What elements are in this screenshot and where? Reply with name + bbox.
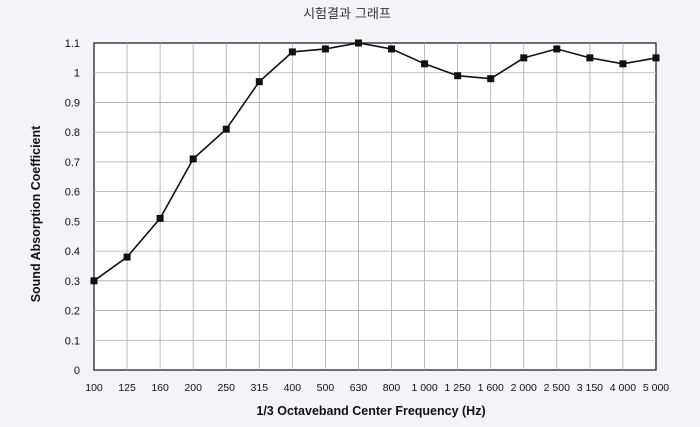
data-point <box>90 277 98 285</box>
y-tick-label: 0.6 <box>65 187 80 199</box>
data-point <box>421 60 429 68</box>
data-point <box>222 125 230 133</box>
y-tick-label: 0.5 <box>65 216 80 228</box>
x-tick-label: 200 <box>184 382 202 394</box>
x-tick-label: 1 600 <box>478 382 504 394</box>
x-tick-label: 250 <box>217 382 235 394</box>
y-tick-labels: 0 0.1 0.2 0.3 0.4 0.5 0.6 0.7 0.8 0.9 1 1.1 <box>65 38 80 377</box>
x-tick-label: 1 250 <box>445 382 471 394</box>
y-tick-label: 0.8 <box>65 127 80 139</box>
x-tick-label: 2 000 <box>511 382 537 394</box>
data-point <box>487 75 495 83</box>
data-point <box>454 72 462 80</box>
data-point <box>553 45 561 53</box>
x-tick-label: 315 <box>251 382 269 394</box>
x-tick-label: 1 000 <box>411 382 437 394</box>
x-tick-label: 2 500 <box>544 382 570 394</box>
data-point <box>388 45 396 53</box>
y-tick-label: 0.7 <box>65 157 80 169</box>
y-tick-label: 0.2 <box>65 306 80 318</box>
x-tick-label: 4 000 <box>610 382 636 394</box>
x-tick-label: 100 <box>85 382 103 394</box>
x-axis-label: 1/3 Octaveband Center Frequency (Hz) <box>256 404 485 418</box>
x-tick-label: 630 <box>350 382 368 394</box>
y-tick-label: 1 <box>74 68 80 80</box>
series-line <box>93 42 657 282</box>
y-tick-label: 0.3 <box>65 276 80 288</box>
y-tick-label: 1.1 <box>65 38 80 50</box>
data-point <box>189 155 197 163</box>
x-tick-label: 5 000 <box>643 382 669 394</box>
x-tick-label: 800 <box>383 382 401 394</box>
data-point <box>520 54 528 62</box>
data-point <box>321 45 329 53</box>
data-point <box>652 54 660 62</box>
series-group <box>90 39 660 285</box>
y-tick-label: 0 <box>74 365 80 377</box>
x-tick-label: 3 150 <box>577 382 603 394</box>
y-tick-label: 0.9 <box>65 97 80 109</box>
data-point <box>354 39 362 47</box>
y-tick-label: 0.1 <box>65 335 80 347</box>
x-tick-label: 125 <box>118 382 136 394</box>
y-axis-label: Sound Absorption Coefficient <box>29 125 43 302</box>
data-point <box>288 48 296 56</box>
data-point <box>619 60 627 68</box>
x-tick-label: 500 <box>317 382 335 394</box>
x-tick-label: 160 <box>151 382 169 394</box>
data-point <box>156 214 164 222</box>
x-tick-labels: 100 125 160 200 250 315 400 500 630 800 1 000 1 250… <box>85 382 669 394</box>
y-tick-label: 0.4 <box>65 246 80 258</box>
chart-title: 시험결과 그래프 <box>303 7 391 22</box>
vertical-gridlines <box>126 43 624 370</box>
plot-area <box>93 42 657 371</box>
data-point <box>255 78 263 86</box>
data-point <box>123 253 131 261</box>
data-point <box>586 54 594 62</box>
horizontal-gridlines <box>94 72 656 341</box>
x-tick-label: 400 <box>284 382 302 394</box>
